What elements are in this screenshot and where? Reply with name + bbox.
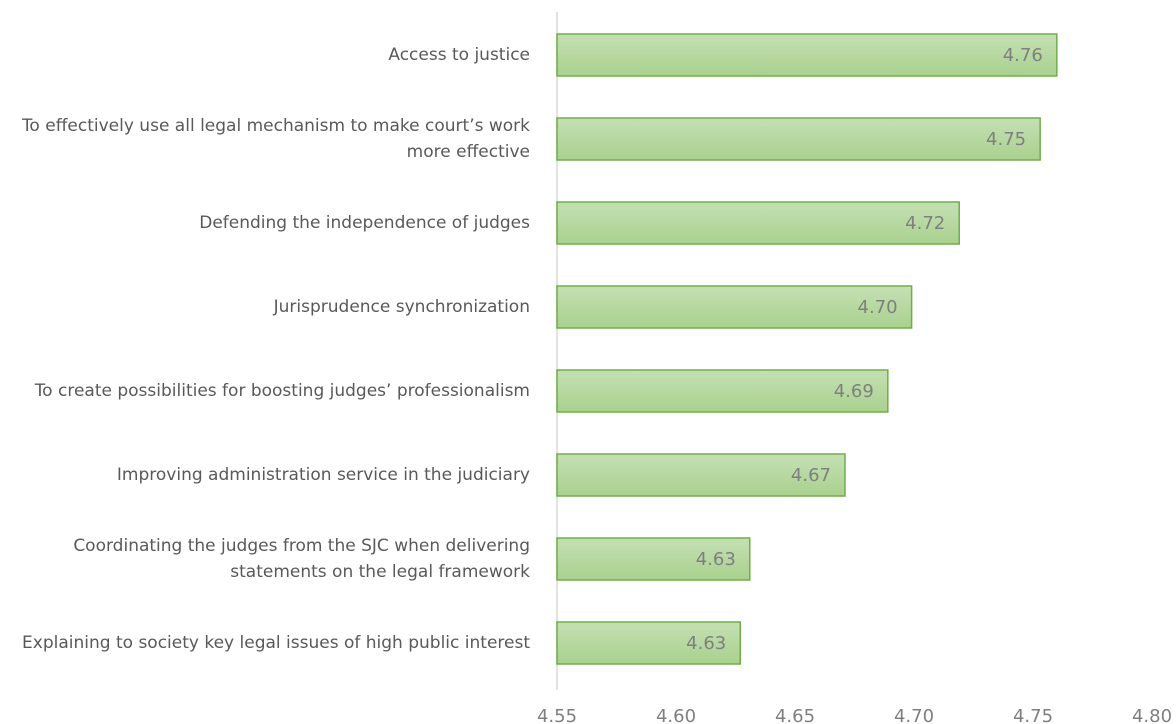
bar [556,33,1058,77]
x-tick-label: 4.60 [656,706,696,724]
bar [556,453,846,497]
category-label: Improving administration service in the … [116,465,530,485]
value-label: 4.63 [686,633,726,654]
bar [556,621,742,665]
x-tick-label: 4.65 [775,706,815,724]
x-tick-label: 4.70 [894,706,934,724]
category-label: Access to justice [388,45,530,65]
value-label: 4.67 [791,465,831,486]
bar [556,117,1041,161]
bar [556,285,913,329]
bar [556,537,751,581]
value-label: 4.76 [1003,45,1043,66]
value-label: 4.63 [696,549,736,570]
category-label: To effectively use all legal mechanism t… [21,116,530,162]
value-label: 4.69 [834,381,874,402]
category-label: Coordinating the judges from the SJC whe… [73,536,530,582]
value-label: 4.70 [858,297,898,318]
category-label: Explaining to society key legal issues o… [22,633,530,653]
bar [556,369,889,413]
value-label: 4.72 [905,213,945,234]
category-label: Defending the independence of judges [199,213,530,233]
category-label: To create possibilities for boosting jud… [34,381,530,401]
x-tick-label: 4.80 [1132,706,1172,724]
bar [556,201,960,245]
x-tick-label: 4.55 [537,706,577,724]
category-label: Jurisprudence synchronization [273,297,530,317]
x-tick-label: 4.75 [1013,706,1053,724]
value-label: 4.75 [986,129,1026,150]
